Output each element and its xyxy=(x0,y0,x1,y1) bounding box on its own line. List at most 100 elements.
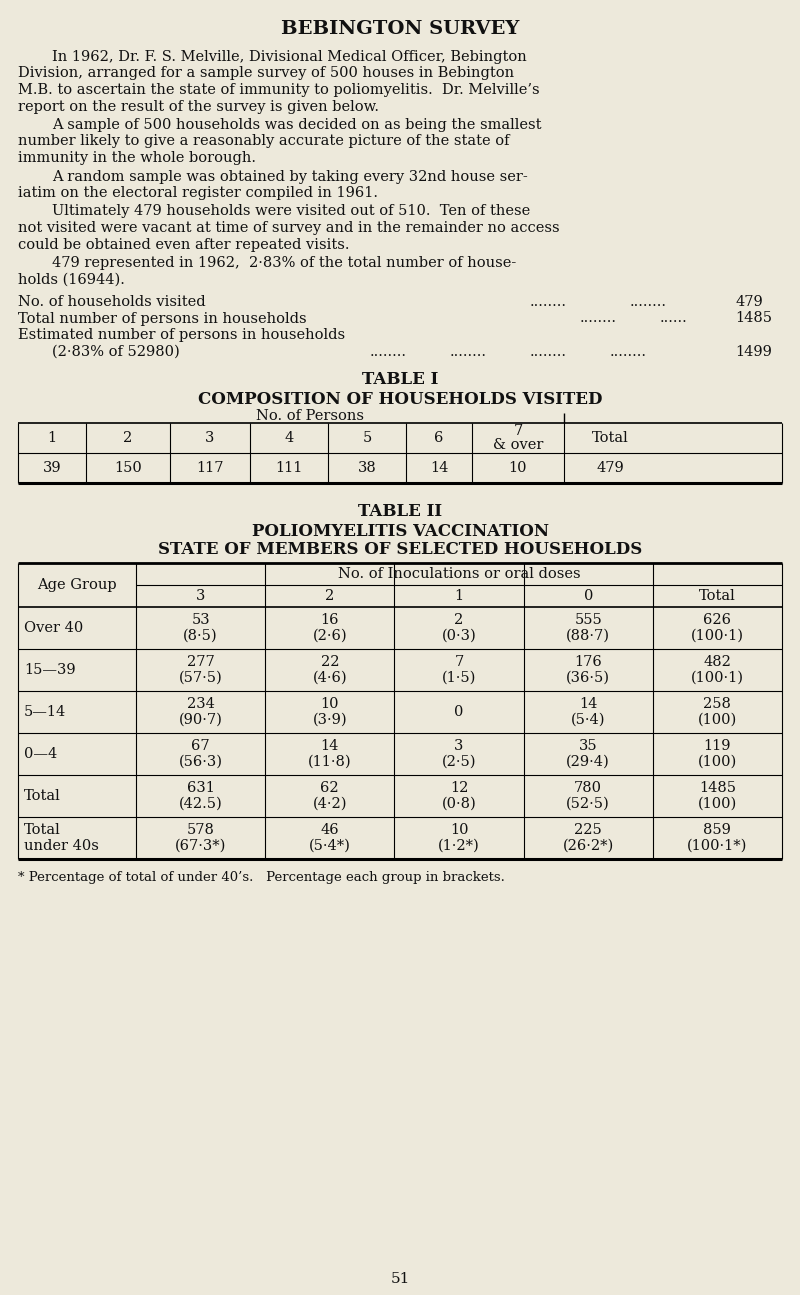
Text: 277: 277 xyxy=(186,655,214,670)
Text: COMPOSITION OF HOUSEHOLDS VISITED: COMPOSITION OF HOUSEHOLDS VISITED xyxy=(198,391,602,408)
Text: 46: 46 xyxy=(321,824,339,837)
Text: (0·8): (0·8) xyxy=(442,796,476,811)
Text: (29·4): (29·4) xyxy=(566,755,610,769)
Text: 35: 35 xyxy=(579,739,598,752)
Text: TABLE II: TABLE II xyxy=(358,502,442,521)
Text: (8·5): (8·5) xyxy=(183,629,218,644)
Text: 479 represented in 1962,  2·83% of the total number of house-: 479 represented in 1962, 2·83% of the to… xyxy=(52,256,516,269)
Text: No. of households visited: No. of households visited xyxy=(18,295,206,310)
Text: (4·6): (4·6) xyxy=(313,671,347,685)
Text: 1: 1 xyxy=(47,431,57,445)
Text: 780: 780 xyxy=(574,781,602,795)
Text: No. of Persons: No. of Persons xyxy=(256,409,364,423)
Text: iatim on the electoral register compiled in 1961.: iatim on the electoral register compiled… xyxy=(18,186,378,199)
Text: (42.5): (42.5) xyxy=(178,796,222,811)
Text: 51: 51 xyxy=(390,1272,410,1286)
Text: 1499: 1499 xyxy=(735,344,772,359)
Text: ......: ...... xyxy=(660,312,688,325)
Text: (5·4*): (5·4*) xyxy=(309,839,350,853)
Text: 38: 38 xyxy=(358,461,376,475)
Text: STATE OF MEMBERS OF SELECTED HOUSEHOLDS: STATE OF MEMBERS OF SELECTED HOUSEHOLDS xyxy=(158,541,642,558)
Text: 0—4: 0—4 xyxy=(24,747,58,761)
Text: (2·6): (2·6) xyxy=(313,629,347,644)
Text: BEBINGTON SURVEY: BEBINGTON SURVEY xyxy=(281,19,519,38)
Text: Total: Total xyxy=(592,431,628,445)
Text: 3: 3 xyxy=(454,739,464,752)
Text: 67: 67 xyxy=(191,739,210,752)
Text: (100): (100) xyxy=(698,755,737,769)
Text: (52·5): (52·5) xyxy=(566,796,610,811)
Text: (5·4): (5·4) xyxy=(571,714,606,726)
Text: M.B. to ascertain the state of immunity to poliomyelitis.  Dr. Melville’s: M.B. to ascertain the state of immunity … xyxy=(18,83,540,97)
Text: 12: 12 xyxy=(450,781,468,795)
Text: (3·9): (3·9) xyxy=(313,714,347,726)
Text: 2: 2 xyxy=(325,589,334,603)
Text: (56·3): (56·3) xyxy=(178,755,222,769)
Text: 39: 39 xyxy=(42,461,62,475)
Text: 1485: 1485 xyxy=(699,781,736,795)
Text: (1·2*): (1·2*) xyxy=(438,839,480,853)
Text: (100·1*): (100·1*) xyxy=(687,839,747,853)
Text: report on the result of the survey is given below.: report on the result of the survey is gi… xyxy=(18,100,379,114)
Text: 0: 0 xyxy=(583,589,593,603)
Text: 631: 631 xyxy=(186,781,214,795)
Text: immunity in the whole borough.: immunity in the whole borough. xyxy=(18,152,256,164)
Text: 5: 5 xyxy=(362,431,372,445)
Text: (90·7): (90·7) xyxy=(178,714,222,726)
Text: POLIOMYELITIS VACCINATION: POLIOMYELITIS VACCINATION xyxy=(251,523,549,540)
Text: 3: 3 xyxy=(206,431,214,445)
Text: TABLE I: TABLE I xyxy=(362,370,438,388)
Text: (100·1): (100·1) xyxy=(691,671,744,685)
Text: 578: 578 xyxy=(186,824,214,837)
Text: 111: 111 xyxy=(275,461,302,475)
Text: ........: ........ xyxy=(530,295,567,310)
Text: under 40s: under 40s xyxy=(24,839,99,853)
Text: 626: 626 xyxy=(703,613,731,627)
Text: Total: Total xyxy=(24,789,61,803)
Text: * Percentage of total of under 40’s.   Percentage each group in brackets.: * Percentage of total of under 40’s. Per… xyxy=(18,872,505,884)
Text: 7: 7 xyxy=(514,423,522,438)
Text: 10: 10 xyxy=(321,697,339,711)
Text: ........: ........ xyxy=(630,295,667,310)
Text: Total: Total xyxy=(24,824,61,837)
Text: 62: 62 xyxy=(321,781,339,795)
Text: (36·5): (36·5) xyxy=(566,671,610,685)
Text: Ultimately 479 households were visited out of 510.  Ten of these: Ultimately 479 households were visited o… xyxy=(52,205,530,219)
Text: 10: 10 xyxy=(450,824,468,837)
Text: (100·1): (100·1) xyxy=(691,629,744,644)
Text: number likely to give a reasonably accurate picture of the state of: number likely to give a reasonably accur… xyxy=(18,135,510,149)
Text: 14: 14 xyxy=(430,461,448,475)
Text: 7: 7 xyxy=(454,655,464,670)
Text: (57·5): (57·5) xyxy=(178,671,222,685)
Text: 3: 3 xyxy=(196,589,206,603)
Text: 53: 53 xyxy=(191,613,210,627)
Text: Division, arranged for a sample survey of 500 houses in Bebington: Division, arranged for a sample survey o… xyxy=(18,66,514,80)
Text: 15—39: 15—39 xyxy=(24,663,76,677)
Text: (11·8): (11·8) xyxy=(308,755,352,769)
Text: (88·7): (88·7) xyxy=(566,629,610,644)
Text: 6: 6 xyxy=(434,431,444,445)
Text: 150: 150 xyxy=(114,461,142,475)
Text: ........: ........ xyxy=(530,344,567,359)
Text: 14: 14 xyxy=(579,697,598,711)
Text: 14: 14 xyxy=(321,739,339,752)
Text: 22: 22 xyxy=(321,655,339,670)
Text: (67·3*): (67·3*) xyxy=(175,839,226,853)
Text: 119: 119 xyxy=(704,739,731,752)
Text: Over 40: Over 40 xyxy=(24,622,83,635)
Text: ........: ........ xyxy=(450,344,487,359)
Text: (0·3): (0·3) xyxy=(442,629,476,644)
Text: (2·83% of 52980): (2·83% of 52980) xyxy=(52,344,180,359)
Text: Age Group: Age Group xyxy=(37,578,117,592)
Text: No. of Inoculations or oral doses: No. of Inoculations or oral doses xyxy=(338,567,580,581)
Text: 225: 225 xyxy=(574,824,602,837)
Text: could be obtained even after repeated visits.: could be obtained even after repeated vi… xyxy=(18,237,350,251)
Text: holds (16944).: holds (16944). xyxy=(18,272,125,286)
Text: (4·2): (4·2) xyxy=(313,796,347,811)
Text: (2·5): (2·5) xyxy=(442,755,476,769)
Text: (1·5): (1·5) xyxy=(442,671,476,685)
Text: 0: 0 xyxy=(454,704,464,719)
Text: Total number of persons in households: Total number of persons in households xyxy=(18,312,306,325)
Text: 1: 1 xyxy=(454,589,463,603)
Text: 16: 16 xyxy=(321,613,339,627)
